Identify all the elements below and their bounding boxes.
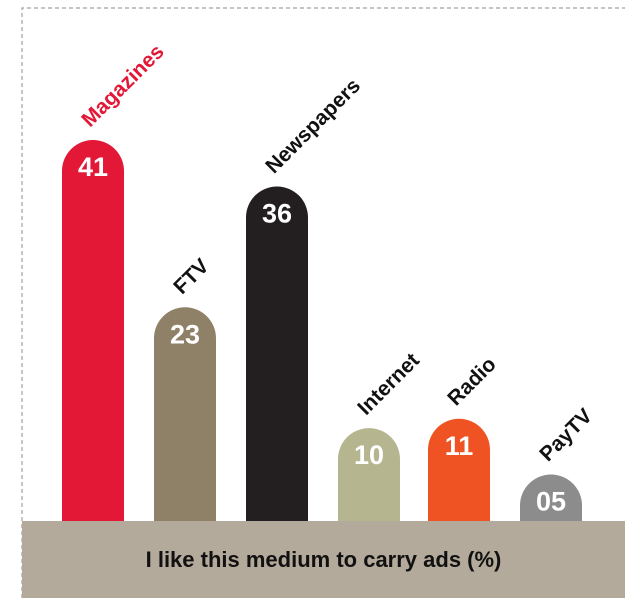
caption-band: I like this medium to carry ads (%) [22,521,625,598]
bar-radio [428,418,490,521]
bar-label-magazines: Magazines [77,40,168,131]
bar-value-paytv: 05 [536,487,566,517]
bar-label-radio: Radio [443,353,501,411]
bar-ftv [154,307,216,521]
bar-label-internet: Internet [353,349,424,420]
bar-value-ftv: 23 [170,319,200,349]
bar-label-paytv: PayTV [535,404,597,466]
bar-value-magazines: 41 [78,152,108,182]
bar-label-ftv: FTV [169,254,213,298]
bar-paytv [520,474,582,521]
bar-value-radio: 11 [445,431,474,461]
bar-value-internet: 10 [354,440,384,470]
bar-internet [338,428,400,521]
bar-value-newspapers: 36 [262,198,292,228]
chart-caption: I like this medium to carry ads (%) [145,546,502,572]
bar-label-newspapers: Newspapers [261,74,365,178]
bar-newspapers [246,186,308,522]
bar-magazines [62,140,124,521]
